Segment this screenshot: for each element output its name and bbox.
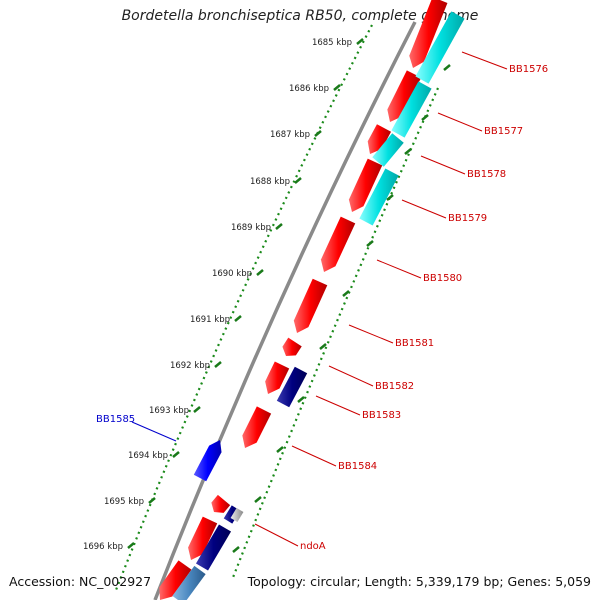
cds-forward[interactable] [367, 124, 392, 154]
gene-leader-line [315, 395, 361, 416]
gene-label-bb1578[interactable]: BB1578 [467, 169, 506, 180]
scale-line [114, 24, 373, 591]
scale-tick [148, 497, 156, 504]
gene-leader-line [348, 324, 394, 344]
cds-cyan[interactable] [372, 133, 404, 167]
cds-forward[interactable] [348, 158, 383, 212]
cds-cyan[interactable] [415, 11, 465, 84]
scale-tick [356, 38, 364, 45]
gene-leader-line [420, 155, 466, 175]
inner-scale-line [230, 87, 440, 581]
scale-tick [256, 269, 264, 276]
gene-label-bb1577[interactable]: BB1577 [484, 126, 523, 137]
cds-forward[interactable] [320, 216, 356, 272]
scale-tick-label: 1695 kbp [104, 497, 144, 507]
scale-ticks: 1685 kbp 1686 kbp 1687 kbp 1688 kbp 1689 kbp… [83, 38, 451, 553]
gene-leader-line [328, 365, 374, 387]
gene-label-bb1584[interactable]: BB1584 [338, 461, 377, 472]
inner-scale-tick [319, 343, 327, 350]
gene-leader-line [291, 445, 337, 467]
inner-scale-tick [404, 148, 412, 155]
scale-tick [294, 177, 302, 184]
scale-tick [333, 84, 341, 91]
scale-tick-label: 1692 kbp [170, 361, 210, 371]
gene-label-bb1576[interactable]: BB1576 [509, 64, 548, 75]
cds-navy[interactable] [195, 524, 232, 571]
gene-label-bb1582[interactable]: BB1582 [375, 381, 414, 392]
cds-forward[interactable] [159, 560, 192, 600]
gene-leader-line [401, 199, 447, 219]
inner-scale-tick [254, 496, 262, 503]
accession-label: Accession: NC_002927 [9, 574, 152, 589]
scale-tick-label: 1691 kbp [190, 315, 230, 325]
scale-tick [127, 542, 135, 549]
cds-cyan[interactable] [391, 81, 432, 138]
scale-tick-label: 1694 kbp [128, 451, 168, 461]
gene-label-bb1579[interactable]: BB1579 [448, 213, 487, 224]
genome-backbone [153, 21, 417, 600]
gene-label-ndoa[interactable]: ndoA [300, 541, 326, 552]
cds-reverse[interactable] [193, 440, 222, 482]
scale-tick [314, 130, 322, 137]
inner-scale-tick [386, 194, 394, 201]
cds-grey[interactable] [230, 507, 244, 523]
gene-label-bb1583[interactable]: BB1583 [362, 410, 401, 421]
scale-tick [172, 451, 180, 458]
inner-scale-tick [366, 240, 374, 247]
cds-forward[interactable] [293, 278, 328, 333]
scale-tick [275, 223, 283, 230]
gene-leader-line [461, 51, 508, 70]
cds-forward[interactable] [242, 406, 272, 448]
cds-forward[interactable] [265, 361, 290, 394]
inner-scale-tick [276, 446, 284, 453]
gene-leader-line [254, 523, 299, 547]
cds-forward[interactable] [188, 516, 218, 560]
scale-tick [214, 361, 222, 368]
scale-tick-label: 1687 kbp [270, 130, 310, 140]
cds-navy[interactable] [276, 366, 308, 408]
inner-scale-tick [342, 290, 350, 297]
inner-scale-tick [297, 396, 305, 403]
gene-labels: BB1576 BB1577 BB1578 BB1579 BB1580 BB1581 BB15… [96, 51, 548, 552]
gene-tracks [159, 0, 465, 600]
cds-forward[interactable] [409, 0, 448, 68]
inner-scale-tick [232, 546, 240, 553]
gene-leader-line [437, 112, 483, 132]
scale-tick-label: 1686 kbp [289, 84, 329, 94]
cds-steel[interactable] [172, 565, 206, 600]
scale-tick-label: 1690 kbp [212, 269, 252, 279]
gene-leader-line [131, 421, 177, 442]
genome-summary: Topology: circular; Length: 5,339,179 bp… [247, 574, 591, 589]
scale-tick [193, 406, 201, 413]
inner-scale-tick [421, 114, 429, 121]
scale-tick-label: 1696 kbp [83, 542, 123, 552]
scale-tick [234, 315, 242, 322]
gene-label-bb1581[interactable]: BB1581 [395, 338, 434, 349]
gene-leader-line [376, 259, 422, 279]
scale-tick-label: 1689 kbp [231, 223, 271, 233]
scale-tick-label: 1685 kbp [312, 38, 352, 48]
scale-tick-label: 1693 kbp [149, 406, 189, 416]
map-title: Bordetella bronchiseptica RB50, complete… [121, 8, 479, 24]
scale-tick-label: 1688 kbp [250, 177, 290, 187]
cds-forward[interactable] [387, 70, 422, 122]
cds-forward[interactable] [211, 494, 231, 513]
cds-forward[interactable] [282, 337, 302, 356]
gene-label-bb1580[interactable]: BB1580 [423, 273, 462, 284]
cds-cyan[interactable] [359, 168, 399, 226]
inner-scale-tick [443, 64, 451, 71]
gene-label-bb1585[interactable]: BB1585 [96, 414, 135, 425]
